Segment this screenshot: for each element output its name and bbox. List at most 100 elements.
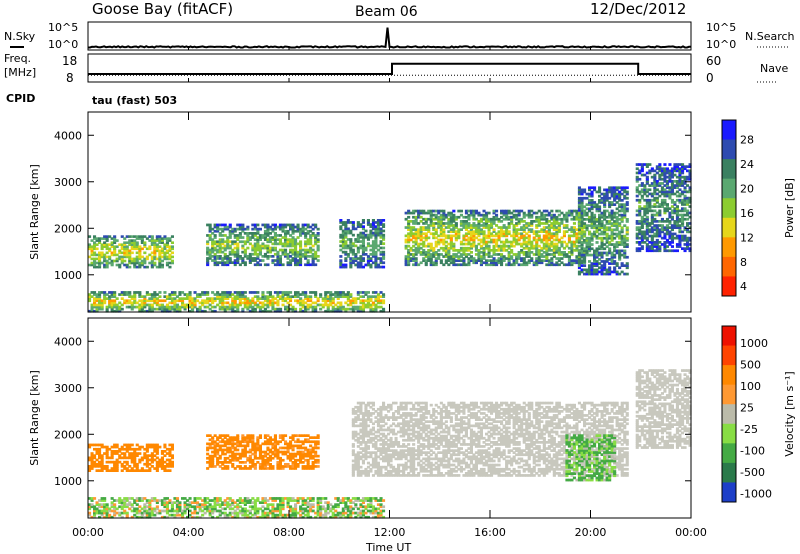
power-cell — [507, 232, 511, 236]
power-cell — [128, 251, 132, 255]
power-cell — [153, 241, 157, 244]
power-cell — [673, 165, 677, 168]
power-cell — [500, 261, 504, 265]
power-cell — [449, 242, 453, 246]
power-cell — [505, 211, 509, 215]
power-cell — [311, 255, 315, 258]
power-cell — [600, 270, 604, 274]
velocity-cell — [108, 447, 112, 451]
power-cell — [201, 309, 205, 313]
power-cell — [562, 213, 566, 217]
power-cell — [271, 261, 275, 264]
velocity-cell — [306, 465, 310, 468]
velocity-cell — [291, 461, 295, 464]
power-cell — [615, 226, 619, 230]
power-cell — [640, 173, 644, 177]
power-cell — [600, 266, 604, 270]
power-cell — [550, 242, 554, 246]
velocity-cell — [115, 467, 119, 470]
power-cell — [464, 253, 468, 256]
power-cell — [532, 253, 536, 256]
power-cell — [108, 247, 112, 251]
velocity-cell — [150, 452, 154, 455]
power-cell — [123, 253, 127, 257]
power-cell — [223, 225, 227, 229]
power-cell — [678, 230, 682, 234]
power-cell — [675, 243, 679, 246]
power-cell — [95, 299, 99, 303]
power-cell — [678, 201, 682, 204]
power-cell — [557, 240, 561, 244]
power-cell — [552, 217, 556, 221]
power-cell — [160, 237, 164, 240]
power-cell — [382, 223, 386, 226]
power-cell — [382, 307, 386, 311]
velocity-cell — [284, 463, 288, 466]
power-cell — [575, 249, 579, 252]
power-cell — [449, 255, 453, 258]
velocity-cell — [130, 458, 134, 462]
power-cell — [213, 257, 217, 260]
power-cell — [593, 222, 597, 225]
power-cell — [487, 263, 491, 267]
power-cell — [278, 223, 282, 227]
power-cell — [567, 261, 571, 265]
velocity-cell — [304, 438, 308, 442]
power-cell — [120, 297, 124, 300]
power-cell — [140, 305, 144, 309]
power-cell — [291, 236, 295, 239]
power-cell — [168, 261, 172, 265]
power-cell — [419, 226, 423, 229]
power-cell — [349, 257, 353, 260]
power-cell — [598, 199, 602, 202]
power-cell — [613, 199, 617, 202]
power-cell — [497, 236, 501, 240]
power-cell — [570, 240, 574, 244]
power-cell — [585, 272, 589, 276]
power-cell — [88, 255, 92, 259]
velocity-cell — [268, 467, 272, 470]
power-cell — [314, 307, 318, 311]
power-cell — [595, 226, 599, 230]
power-cell — [673, 211, 677, 215]
power-cell — [686, 224, 690, 227]
power-cell — [580, 220, 584, 223]
power-cell — [409, 238, 413, 242]
power-cell — [123, 249, 127, 253]
power-cell — [181, 301, 185, 305]
velocity-cell — [278, 458, 282, 462]
power-cell — [505, 213, 509, 217]
power-cell — [284, 229, 288, 233]
power-cell — [500, 230, 504, 233]
velocity-cell — [306, 461, 310, 464]
velocity-cell — [316, 461, 320, 464]
power-cell — [625, 228, 629, 232]
power-cell — [444, 213, 448, 217]
power-cell — [477, 222, 481, 225]
power-cell — [344, 293, 348, 296]
power-cell — [261, 293, 265, 296]
power-cell — [341, 265, 345, 269]
power-cell — [462, 234, 466, 238]
power-cell — [216, 242, 220, 246]
power-cell — [670, 232, 674, 236]
power-cell — [228, 232, 232, 235]
power-cell — [462, 236, 466, 240]
power-cell — [665, 184, 669, 187]
power-cell — [170, 301, 174, 305]
power-cell — [577, 192, 581, 196]
power-cell — [221, 293, 225, 296]
power-cell — [603, 194, 607, 198]
power-cell — [462, 257, 466, 260]
power-cell — [286, 244, 290, 248]
power-cell — [675, 236, 679, 240]
power-cell — [95, 295, 99, 298]
velocity-cell — [118, 454, 122, 457]
velocity-cell — [304, 454, 308, 458]
power-cell — [314, 242, 318, 246]
power-cell — [437, 240, 441, 244]
power-cell — [535, 220, 539, 223]
power-cell — [429, 215, 433, 219]
power-cell — [125, 305, 129, 309]
power-cell — [640, 241, 644, 244]
